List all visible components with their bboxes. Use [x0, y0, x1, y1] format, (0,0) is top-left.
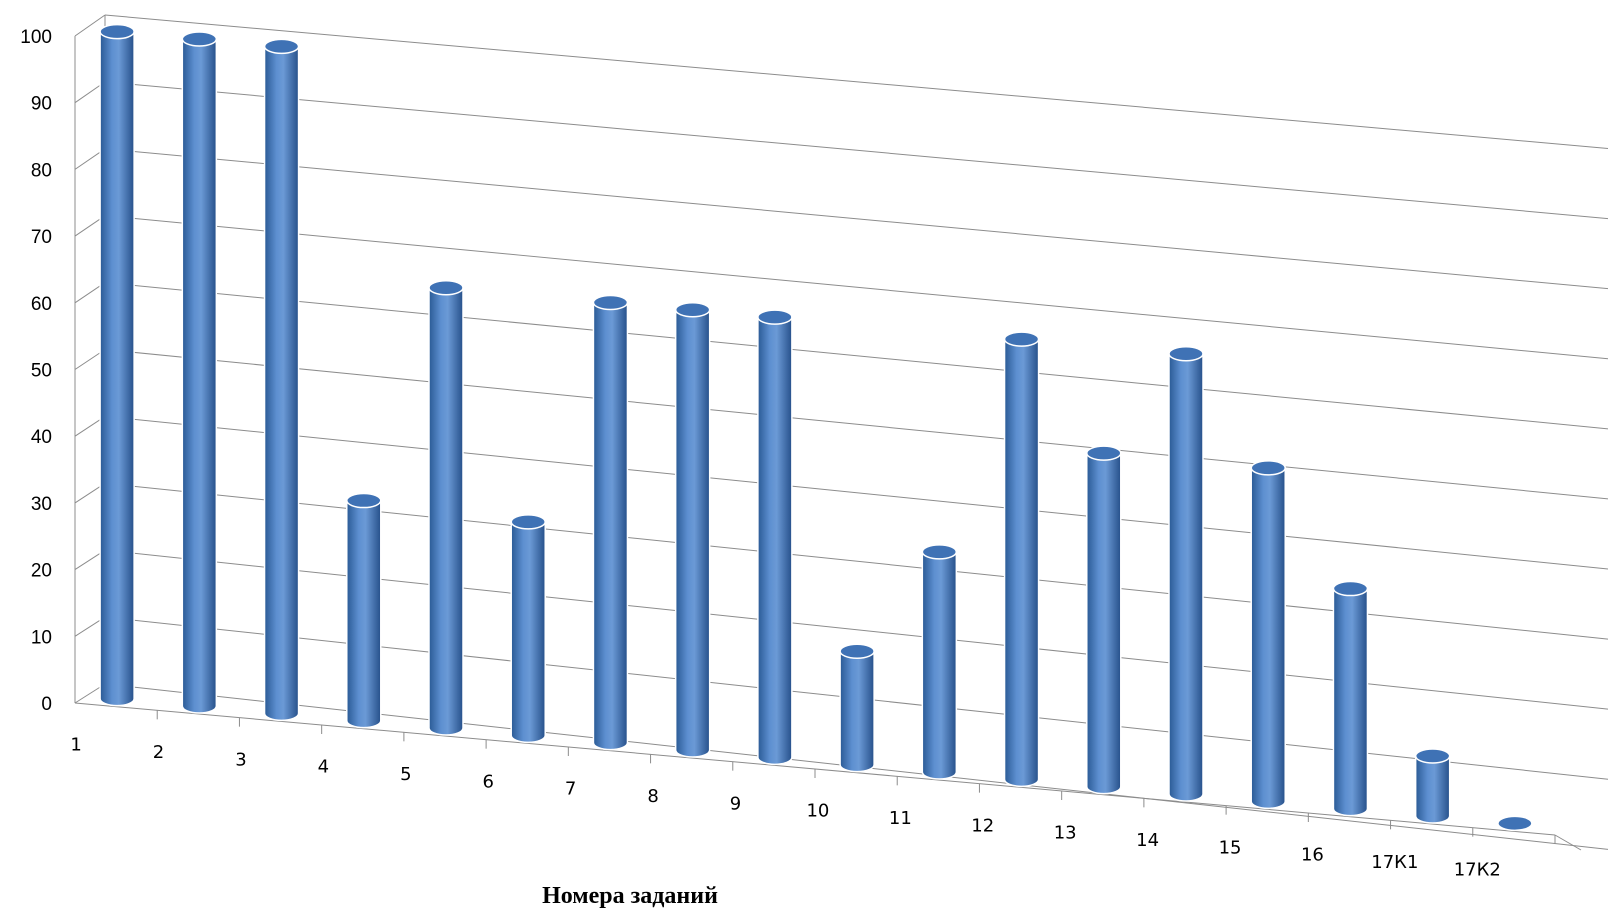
bar-body: [674, 309, 711, 758]
x-tick-label: 11: [889, 808, 912, 829]
bar-body: [1332, 587, 1369, 817]
y-tick-label: 50: [31, 361, 52, 382]
bar-body: [592, 301, 629, 751]
bar-body: [1414, 755, 1451, 824]
bar-top: [839, 643, 875, 660]
bar-body: [263, 45, 300, 722]
x-tick-label: 14: [1136, 830, 1159, 851]
x-tick-label: 4: [318, 757, 329, 778]
y-tick-label: 60: [31, 294, 52, 315]
bar: [921, 544, 958, 780]
floor-right-edge: [1554, 834, 1582, 851]
bar: [263, 38, 300, 722]
bar: [1414, 748, 1451, 824]
x-tick-label: 13: [1054, 823, 1077, 844]
bar: [510, 514, 546, 744]
x-tick-label: 8: [647, 786, 658, 807]
y-tick-label: 30: [31, 494, 52, 515]
bar-body: [839, 650, 875, 773]
bar: [1086, 445, 1122, 795]
y-tick: [74, 14, 106, 37]
gridline: [104, 148, 1608, 290]
bar-top: [510, 514, 546, 530]
x-tick-label: 12: [971, 815, 994, 836]
bar-top: [1332, 580, 1369, 597]
bar-top: [592, 294, 629, 311]
bar-top: [1003, 331, 1040, 347]
x-tick-label: 7: [565, 779, 576, 800]
bar: [839, 643, 875, 773]
bar-top: [1168, 346, 1204, 362]
x-tick-label: 9: [730, 793, 741, 814]
bar: [346, 492, 382, 729]
bar-body: [1168, 353, 1204, 802]
x-tick-label: 15: [1219, 837, 1242, 858]
bar: [99, 23, 135, 707]
gridline: [104, 415, 1608, 570]
bar: [757, 309, 793, 766]
bar: [1003, 331, 1040, 788]
x-tick-label: 3: [235, 749, 246, 770]
bar-body: [757, 316, 793, 766]
y-tick-label: 0: [41, 694, 52, 715]
x-tick-label: 1: [70, 735, 81, 756]
bar-top: [99, 23, 135, 40]
bar-body: [428, 287, 464, 736]
bar-body: [181, 38, 218, 714]
bar-top: [921, 544, 958, 560]
bar-body: [921, 551, 958, 780]
bar-body: [99, 30, 135, 707]
bar-top: [674, 302, 711, 318]
gridline: [104, 282, 1608, 430]
y-tick-label: 80: [31, 160, 52, 181]
y-tick-label: 90: [31, 94, 52, 115]
bar-body: [1003, 338, 1040, 788]
y-tick-label: 10: [31, 627, 52, 648]
bar: [1497, 815, 1533, 832]
bar: [428, 280, 464, 736]
bar-top: [428, 280, 464, 296]
gridline: [104, 482, 1608, 640]
bar-top: [263, 38, 300, 55]
bar: [1332, 580, 1369, 817]
y-tick-label: 40: [31, 427, 52, 448]
bar-top: [1250, 460, 1286, 476]
y-tick-label: 100: [20, 27, 52, 48]
bar: [1250, 460, 1286, 810]
bar-top: [1414, 748, 1451, 764]
bar: [181, 31, 218, 714]
bar: [674, 302, 711, 758]
gridline: [104, 81, 1608, 220]
gridline: [104, 349, 1608, 500]
x-tick-label: 2: [153, 742, 164, 763]
bar-body: [510, 521, 546, 744]
bar-top: [757, 309, 793, 325]
bar: [592, 294, 629, 751]
bar-top: [346, 492, 382, 509]
gridline: [104, 14, 1608, 150]
bar-top: [181, 31, 218, 47]
bar-body: [1086, 452, 1122, 795]
bar-body: [1250, 467, 1286, 810]
bar: [1168, 346, 1204, 802]
x-tick-label: 10: [806, 801, 829, 822]
bars: [99, 23, 1533, 832]
bar-top: [1086, 445, 1122, 461]
y-tick-label: 70: [31, 227, 52, 248]
x-tick-label: 5: [400, 764, 411, 785]
x-tick-label: 17К1: [1371, 852, 1418, 873]
bar-top: [1497, 815, 1533, 832]
x-axis-title: Номера заданий: [542, 883, 718, 909]
x-tick-label: 6: [482, 771, 493, 792]
bar-body: [346, 499, 382, 729]
gridline: [104, 215, 1608, 360]
x-tick-label: 16: [1301, 845, 1324, 866]
x-tick-label: 17К2: [1454, 859, 1501, 880]
y-tick-label: 20: [31, 561, 52, 582]
